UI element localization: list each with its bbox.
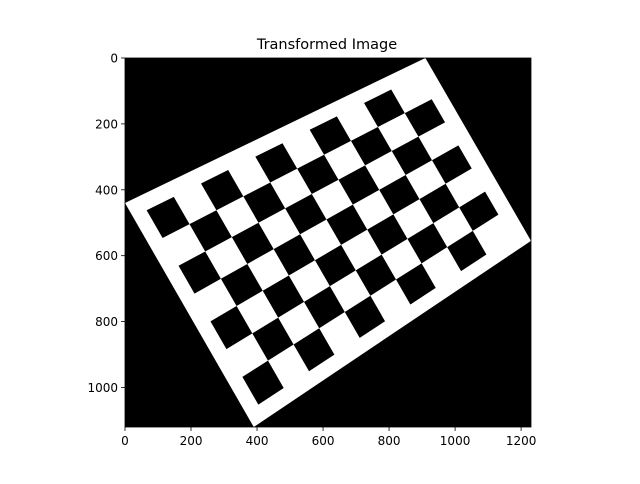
checker-square — [146, 196, 190, 239]
checker-square — [314, 244, 356, 287]
checker-square — [243, 182, 286, 223]
x-tick-label: 600 — [312, 434, 335, 448]
checker-square — [297, 154, 339, 195]
checker-square — [344, 295, 386, 338]
checker-square — [404, 99, 446, 137]
checker-square — [304, 286, 345, 329]
x-tick-label: 0 — [121, 434, 129, 448]
checker-square — [178, 251, 221, 294]
checker-square — [210, 306, 253, 350]
y-tick-label: 1000 — [87, 381, 118, 395]
checker-square — [231, 222, 274, 264]
checker-square — [459, 191, 499, 231]
checker-square — [364, 89, 405, 127]
checker-square — [255, 143, 298, 183]
checker-square — [220, 263, 263, 307]
checker-square — [447, 230, 487, 272]
checker-square — [252, 317, 294, 361]
y-tick-label: 0 — [110, 52, 118, 66]
x-tick-label: 200 — [180, 434, 203, 448]
checker-square — [200, 170, 244, 211]
checker-square — [395, 263, 436, 305]
checker-square — [379, 175, 420, 215]
y-tick-label: 400 — [95, 183, 118, 197]
checker-square — [285, 194, 327, 235]
x-tick-label: 400 — [246, 434, 269, 448]
chart-title: Transformed Image — [256, 37, 397, 53]
plot-frame — [124, 57, 532, 428]
checkerboard — [125, 58, 531, 427]
y-axis: 0 200 400 600 800 1000 — [87, 52, 125, 395]
checker-square — [432, 145, 472, 184]
y-tick-label: 600 — [95, 249, 118, 263]
y-tick-label: 800 — [95, 315, 118, 329]
checker-square — [367, 214, 408, 255]
checker-square — [350, 126, 392, 166]
checker-square — [262, 275, 305, 318]
x-tick-label: 1000 — [440, 434, 471, 448]
checker-square — [309, 116, 351, 155]
x-axis: 0 200 400 600 800 1000 1200 — [121, 427, 536, 448]
checker-square — [355, 254, 396, 296]
checker-square — [242, 360, 284, 405]
checker-square — [391, 136, 432, 176]
x-tick-label: 1200 — [506, 434, 537, 448]
checker-square — [189, 210, 232, 252]
checker-square — [407, 223, 448, 264]
checker-square — [338, 165, 380, 205]
plot-area — [124, 57, 532, 428]
checker-square — [419, 183, 460, 224]
y-tick-label: 200 — [95, 117, 118, 131]
checker-square — [293, 328, 335, 372]
checker-square — [326, 204, 368, 245]
x-tick-label: 800 — [378, 434, 401, 448]
checker-square — [273, 234, 315, 276]
